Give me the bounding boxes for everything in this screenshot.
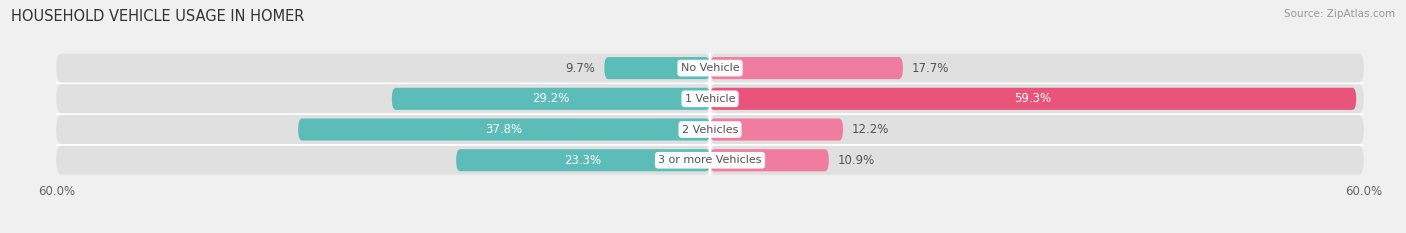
FancyBboxPatch shape xyxy=(56,146,710,175)
Legend: Owner-occupied, Renter-occupied: Owner-occupied, Renter-occupied xyxy=(575,231,845,233)
Text: 23.3%: 23.3% xyxy=(565,154,602,167)
FancyBboxPatch shape xyxy=(710,54,1364,82)
FancyBboxPatch shape xyxy=(56,54,710,82)
Text: 17.7%: 17.7% xyxy=(911,62,949,75)
FancyBboxPatch shape xyxy=(710,88,1357,110)
FancyBboxPatch shape xyxy=(710,149,828,171)
Text: 3 or more Vehicles: 3 or more Vehicles xyxy=(658,155,762,165)
FancyBboxPatch shape xyxy=(710,146,1364,175)
Text: 59.3%: 59.3% xyxy=(1015,92,1052,105)
FancyBboxPatch shape xyxy=(392,88,710,110)
FancyBboxPatch shape xyxy=(710,115,1364,144)
FancyBboxPatch shape xyxy=(56,84,710,113)
Text: 37.8%: 37.8% xyxy=(485,123,523,136)
FancyBboxPatch shape xyxy=(710,57,903,79)
Text: HOUSEHOLD VEHICLE USAGE IN HOMER: HOUSEHOLD VEHICLE USAGE IN HOMER xyxy=(11,9,305,24)
Text: Source: ZipAtlas.com: Source: ZipAtlas.com xyxy=(1284,9,1395,19)
Text: No Vehicle: No Vehicle xyxy=(681,63,740,73)
Text: 12.2%: 12.2% xyxy=(852,123,889,136)
FancyBboxPatch shape xyxy=(456,149,710,171)
FancyBboxPatch shape xyxy=(56,115,710,144)
Text: 9.7%: 9.7% xyxy=(565,62,596,75)
FancyBboxPatch shape xyxy=(710,84,1364,113)
Text: 29.2%: 29.2% xyxy=(533,92,569,105)
Text: 2 Vehicles: 2 Vehicles xyxy=(682,124,738,134)
FancyBboxPatch shape xyxy=(298,118,710,140)
FancyBboxPatch shape xyxy=(710,118,844,140)
Text: 10.9%: 10.9% xyxy=(838,154,875,167)
Text: 1 Vehicle: 1 Vehicle xyxy=(685,94,735,104)
FancyBboxPatch shape xyxy=(605,57,710,79)
